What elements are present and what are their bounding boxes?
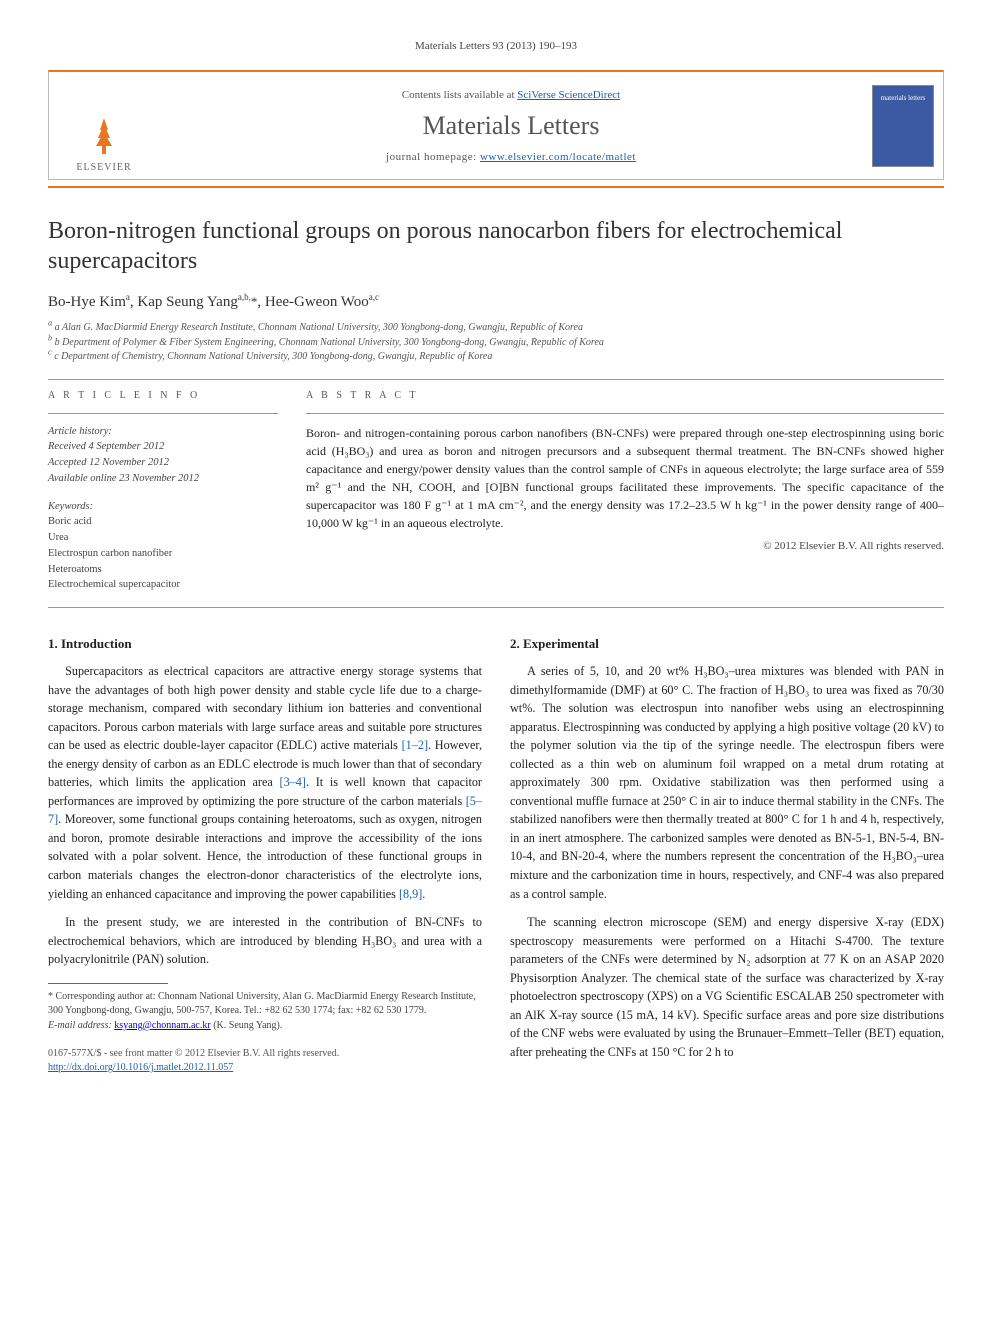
body-col-left: 1. Introduction Supercapacitors as elect… [48, 636, 482, 1075]
affiliation-c: c c Department of Chemistry, Chonnam Nat… [48, 350, 944, 365]
exp-para-2: The scanning electron microscope (SEM) a… [510, 913, 944, 1061]
abstract-label: A B S T R A C T [306, 390, 944, 401]
abstract-text: Boron- and nitrogen-containing porous ca… [306, 424, 944, 532]
masthead-center: Contents lists available at SciVerse Sci… [159, 72, 863, 179]
keyword-1: Boric acid [48, 514, 278, 530]
page-footer: 0167-577X/$ - see front matter © 2012 El… [48, 1047, 482, 1075]
contents-prefix: Contents lists available at [402, 89, 517, 101]
keywords-hdr: Keywords: [48, 499, 278, 515]
rule-info [48, 413, 278, 414]
front-matter-line: 0167-577X/$ - see front matter © 2012 El… [48, 1047, 482, 1061]
rule-above-abstract [48, 379, 944, 380]
author-list: Bo-Hye Kima, Kap Seung Yanga,b,*, Hee-Gw… [48, 294, 944, 311]
affiliations: a a Alan G. MacDiarmid Energy Research I… [48, 321, 944, 365]
ref-link-1-2[interactable]: [1–2] [402, 738, 428, 752]
abstract-column: A B S T R A C T Boron- and nitrogen-cont… [306, 390, 944, 594]
article-info-label: A R T I C L E I N F O [48, 390, 278, 401]
author-3-affil: a,c [369, 292, 379, 302]
corresponding-mark-icon: * [251, 294, 258, 309]
author-2-affil: a,b, [238, 292, 251, 302]
intro-para-2: In the present study, we are interested … [48, 913, 482, 969]
body-col-right: 2. Experimental A series of 5, 10, and 2… [510, 636, 944, 1075]
journal-cover-thumb: materials letters [872, 85, 934, 167]
article-info-block: Article history: Received 4 September 20… [48, 424, 278, 594]
intro-para-1: Supercapacitors as electrical capacitors… [48, 662, 482, 903]
affiliation-a: a a Alan G. MacDiarmid Energy Research I… [48, 321, 944, 336]
contents-available-line: Contents lists available at SciVerse Sci… [402, 89, 620, 101]
keyword-5: Electrochemical supercapacitor [48, 577, 278, 593]
corresponding-footnote: * Corresponding author at: Chonnam Natio… [48, 990, 482, 1034]
author-1-affil: a [126, 292, 130, 302]
elsevier-tree-icon [80, 112, 128, 160]
running-journal: Materials Letters [415, 40, 490, 52]
email-person: (K. Seung Yang). [213, 1020, 282, 1031]
publisher-block: ELSEVIER [49, 72, 159, 179]
ref-link-8-9[interactable]: [8,9] [399, 887, 422, 901]
keyword-3: Electrospun carbon nanofiber [48, 546, 278, 562]
email-label: E-mail address: [48, 1020, 112, 1031]
exp-para-1: A series of 5, 10, and 20 wt% H₃BO₃–urea… [510, 662, 944, 903]
running-head: Materials Letters 93 (2013) 190–193 [48, 40, 944, 52]
abstract-copyright: © 2012 Elsevier B.V. All rights reserved… [306, 540, 944, 552]
rule-below-abstract [48, 607, 944, 608]
journal-title: Materials Letters [423, 111, 600, 141]
history-accepted: Accepted 12 November 2012 [48, 455, 278, 471]
affiliation-b: b b Department of Polymer & Fiber System… [48, 336, 944, 351]
section-2-head: 2. Experimental [510, 636, 944, 652]
publisher-name: ELSEVIER [76, 162, 131, 173]
running-citation: 93 (2013) 190–193 [493, 40, 577, 52]
cover-thumb-block: materials letters [863, 72, 943, 179]
history-online: Available online 23 November 2012 [48, 471, 278, 487]
journal-masthead: ELSEVIER Contents lists available at Sci… [48, 70, 944, 180]
history-hdr: Article history: [48, 424, 278, 440]
page-root: Materials Letters 93 (2013) 190–193 ELSE… [0, 0, 992, 1105]
keyword-4: Heteroatoms [48, 562, 278, 578]
keyword-2: Urea [48, 530, 278, 546]
ref-link-3-4[interactable]: [3–4] [280, 775, 306, 789]
homepage-prefix: journal homepage: [386, 151, 480, 163]
ref-link-5-7[interactable]: [5–7] [48, 794, 482, 827]
article-info-column: A R T I C L E I N F O Article history: R… [48, 390, 278, 594]
rule-abs [306, 413, 944, 414]
sciencedirect-link[interactable]: SciVerse ScienceDirect [517, 89, 620, 101]
section-1-head: 1. Introduction [48, 636, 482, 652]
author-3: Hee-Gweon Woo [265, 294, 369, 310]
corr-email-link[interactable]: ksyang@chonnam.ac.kr [114, 1020, 210, 1031]
homepage-link[interactable]: www.elsevier.com/locate/matlet [480, 151, 636, 163]
history-received: Received 4 September 2012 [48, 439, 278, 455]
author-1: Bo-Hye Kim [48, 294, 126, 310]
footnote-separator [48, 983, 168, 984]
info-abstract-row: A R T I C L E I N F O Article history: R… [48, 390, 944, 594]
author-2: Kap Seung Yang [137, 294, 237, 310]
body-two-column: 1. Introduction Supercapacitors as elect… [48, 636, 944, 1075]
corr-address: * Corresponding author at: Chonnam Natio… [48, 990, 482, 1019]
doi-link[interactable]: http://dx.doi.org/10.1016/j.matlet.2012.… [48, 1062, 233, 1073]
masthead-orange-rule [48, 186, 944, 188]
homepage-line: journal homepage: www.elsevier.com/locat… [386, 151, 636, 163]
article-title: Boron-nitrogen functional groups on poro… [48, 216, 944, 276]
